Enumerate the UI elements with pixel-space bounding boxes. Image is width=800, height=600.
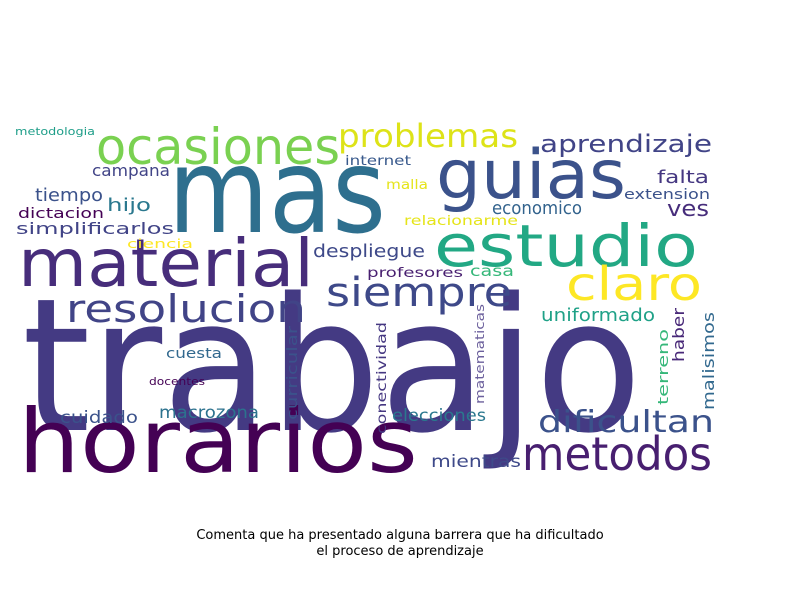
word-tiempo: tiempo: [35, 185, 103, 206]
word-haber: haber: [669, 308, 688, 362]
word-resolucion: resolucion: [66, 287, 306, 331]
word-material: material: [18, 225, 314, 302]
word-guias: guias: [436, 136, 626, 215]
word-elecciones: elecciones: [392, 406, 486, 426]
chart-caption: Comenta que ha presentado alguna barrera…: [0, 528, 800, 560]
word-dificultan: dificultan: [538, 405, 714, 440]
word-aprendizaje: aprendizaje: [540, 130, 712, 158]
word-cuesta: cuesta: [166, 346, 222, 362]
word-despliegue: despliegue: [313, 241, 425, 262]
word-conectividad: conectividad: [375, 322, 390, 434]
word-matematicas: matematicas: [473, 304, 487, 404]
word-metodologia: metodologia: [15, 125, 95, 138]
word-ciencia: ciencia: [127, 237, 193, 251]
word-malisimos: malisimos: [699, 312, 718, 410]
word-terreno: terreno: [656, 329, 672, 405]
word-campana: campana: [92, 161, 170, 180]
word-profesores: profesores: [367, 266, 463, 281]
word-estudio: estudio: [434, 212, 698, 280]
caption-line-1: Comenta que ha presentado alguna barrera…: [196, 528, 604, 543]
word-internet: internet: [345, 154, 411, 169]
word-falta: falta: [657, 167, 709, 188]
word-uniformado: uniformado: [541, 305, 655, 326]
word-relacionarme: relacionarme: [404, 214, 518, 229]
word-extension: extension: [624, 187, 710, 203]
word-horarios: horarios: [18, 390, 418, 493]
word-economico: economico: [492, 198, 582, 219]
word-macrozona: macrozona: [159, 403, 259, 423]
word-trabajo: trabajo: [22, 258, 642, 474]
caption-line-2: el proceso de aprendizaje: [316, 544, 484, 559]
word-hijo: hijo: [107, 195, 151, 216]
word-mientras: mientras: [431, 452, 521, 472]
word-dictacion: dictacion: [18, 206, 104, 222]
word-simplificarlos: simplificarlos: [16, 219, 174, 238]
word-curricular: curricular: [285, 326, 301, 420]
word-problemas: problemas: [338, 117, 518, 155]
word-cuidado: cuidado: [60, 408, 138, 428]
word-docentes: docentes: [149, 375, 205, 388]
word-ves: ves: [667, 197, 709, 222]
word-mas: mas: [168, 122, 386, 260]
word-claro: claro: [566, 257, 702, 311]
word-metodos: metodos: [522, 427, 712, 481]
word-ocasiones: ocasiones: [96, 118, 340, 176]
word-siempre: siempre: [326, 270, 512, 316]
word-casa: casa: [470, 262, 514, 280]
word-malla: malla: [386, 178, 428, 193]
